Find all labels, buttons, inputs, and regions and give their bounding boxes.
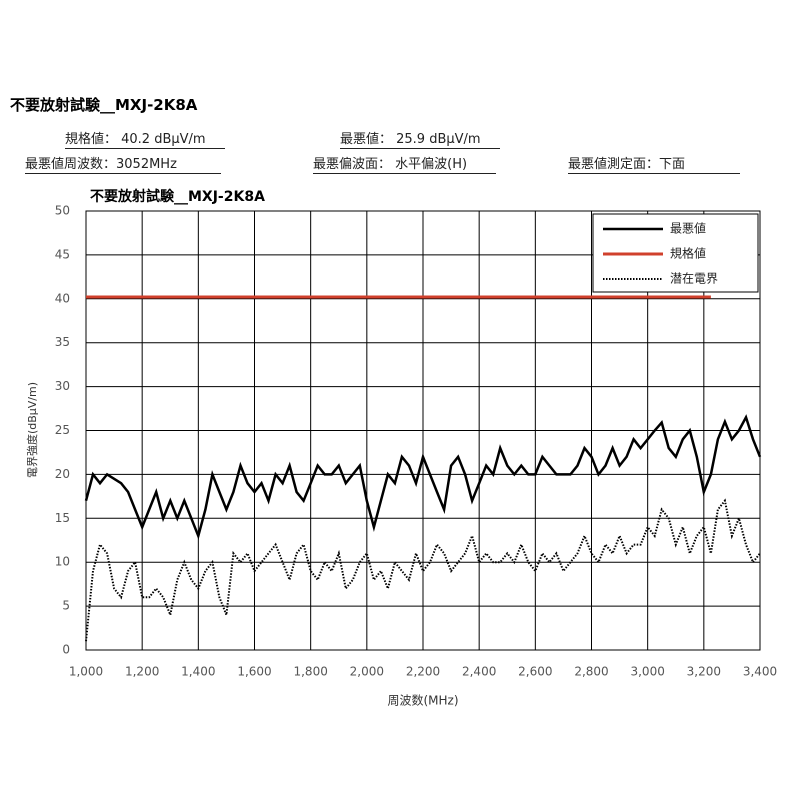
- legend-label: 潜在電界: [670, 272, 718, 286]
- y-tick-label: 10: [55, 555, 70, 569]
- x-tick-label: 2,200: [406, 665, 440, 679]
- header-item: 最悪偏波面： 水平偏波(H): [313, 157, 496, 174]
- x-tick-label: 1,400: [181, 665, 215, 679]
- y-tick-label: 20: [55, 467, 70, 481]
- y-tick-label: 5: [62, 599, 70, 613]
- x-tick-label: 1,200: [125, 665, 159, 679]
- x-tick-label: 3,400: [743, 665, 777, 679]
- x-tick-label: 2,000: [350, 665, 384, 679]
- x-tick-label: 3,200: [687, 665, 721, 679]
- y-tick-label: 0: [62, 643, 70, 657]
- x-tick-label: 1,000: [69, 665, 103, 679]
- series-line: [85, 498, 761, 642]
- chart-title: 不要放射試験__MXJ-2K8A: [90, 188, 265, 205]
- header-item: 最悪値： 25.9 dBμV/m: [340, 132, 500, 149]
- x-tick-label: 2,400: [462, 665, 496, 679]
- x-axis-label: 周波数(MHz): [387, 693, 458, 708]
- y-tick-label: 25: [55, 423, 70, 437]
- x-tick-label: 1,600: [237, 665, 271, 679]
- legend-label: 最悪値: [670, 221, 706, 236]
- header-item: 最悪値測定面：下面: [568, 157, 740, 174]
- legend-label: 規格値: [670, 246, 706, 261]
- x-tick-label: 3,000: [630, 665, 664, 679]
- document-title: 不要放射試験__MXJ-2K8A: [10, 96, 198, 114]
- header-item: 最悪値周波数：3052MHz: [25, 157, 221, 174]
- y-tick-label: 15: [55, 511, 70, 525]
- y-tick-label: 30: [55, 379, 70, 393]
- y-axis-label: 電界強度(dBμV/m): [25, 382, 39, 478]
- x-tick-label: 1,800: [293, 665, 327, 679]
- x-tick-label: 2,800: [574, 665, 608, 679]
- y-tick-label: 50: [55, 204, 70, 218]
- series-line: [84, 414, 762, 540]
- y-tick-label: 45: [55, 247, 70, 261]
- y-tick-label: 40: [55, 291, 70, 305]
- x-tick-label: 2,600: [518, 665, 552, 679]
- y-tick-label: 35: [55, 335, 70, 349]
- header-item: 規格値： 40.2 dBμV/m: [65, 132, 225, 149]
